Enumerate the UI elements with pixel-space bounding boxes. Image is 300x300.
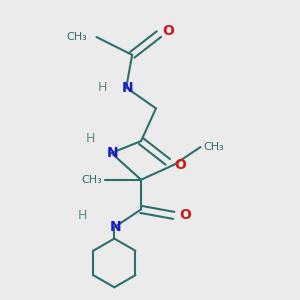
Text: N: N: [110, 220, 122, 234]
Text: H: H: [98, 81, 107, 94]
Text: O: O: [174, 158, 186, 172]
Text: CH₃: CH₃: [203, 142, 224, 152]
Text: H: H: [78, 209, 88, 222]
Text: N: N: [122, 81, 134, 94]
Text: N: N: [107, 146, 119, 160]
Text: O: O: [162, 24, 174, 38]
Text: CH₃: CH₃: [67, 32, 88, 42]
Text: CH₃: CH₃: [82, 175, 102, 185]
Text: O: O: [180, 208, 192, 222]
Text: H: H: [86, 132, 95, 145]
